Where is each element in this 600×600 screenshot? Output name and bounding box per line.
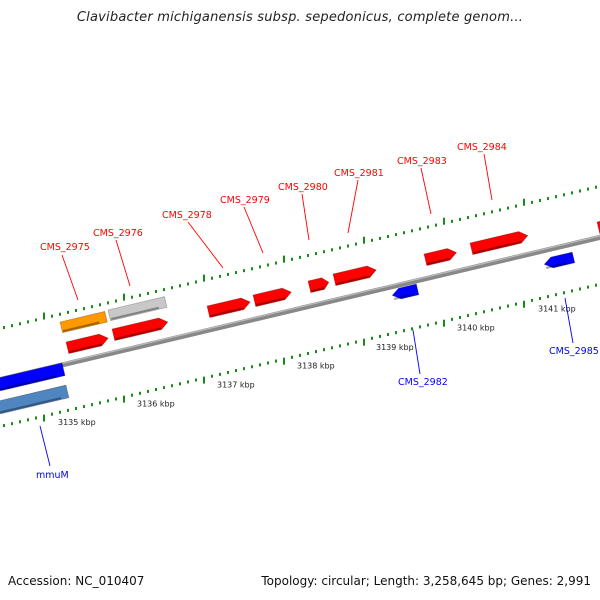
- reverse-gene-arrow-shade: [0, 375, 58, 392]
- forward-gene-arrow-body: [470, 231, 528, 255]
- ruler-label: 3141 kbp: [538, 304, 576, 313]
- forward-gene-arrow: [469, 231, 529, 256]
- forward-gene-leader: [61, 254, 79, 301]
- label-layer: 3135 kbp 3136 kbp 3137 kbp 3138 kbp 3139 kbp…: [36, 142, 599, 481]
- forward-gene-leader: [347, 179, 359, 234]
- forward-gene-arrow-body: [207, 297, 251, 318]
- backbone-layer: [0, 234, 600, 383]
- forward-gene-label: CMS_2981: [334, 168, 384, 179]
- tick-layer: [3, 185, 597, 428]
- forward-gene-label: CMS_2976: [93, 228, 143, 239]
- forward-gene-leader: [243, 206, 264, 254]
- forward-gene-label: CMS_2975: [40, 242, 90, 253]
- ruler-label: 3135 kbp: [58, 418, 96, 427]
- forward-gene-arrow-edge: [469, 231, 529, 256]
- ruler-label: 3137 kbp: [217, 381, 255, 390]
- forward-gene-arrow: [206, 297, 251, 319]
- reverse-gene-label: mmuM: [36, 470, 69, 481]
- forward-gene-arrow-shade: [115, 327, 162, 340]
- reverse-gene-arrow: [543, 251, 576, 269]
- forward-gene-leader: [187, 221, 224, 269]
- orange-feature-shade: [62, 321, 100, 332]
- reverse-gene-leader: [564, 297, 574, 344]
- topology-summary: Topology: circular; Length: 3,258,645 bp…: [261, 574, 591, 588]
- forward-gene-arrow-body: [253, 288, 292, 307]
- forward-gene-arrow-edge: [423, 248, 458, 267]
- ruler-label: 3138 kbp: [297, 362, 335, 371]
- forward-gene-arrow: [65, 333, 109, 355]
- forward-gene-arrow-shade: [210, 307, 244, 317]
- steel-feature-arrow-body: [0, 385, 69, 414]
- forward-gene-arrow: [111, 317, 169, 342]
- grey-feature-shade: [110, 306, 160, 320]
- forward-gene-arrow-edge: [65, 333, 109, 355]
- forward-gene-label: CMS_2979: [220, 195, 270, 206]
- forward-gene-arrow: [332, 265, 377, 287]
- forward-gene-arrow: [252, 287, 293, 308]
- forward-gene-arrow-body: [333, 265, 377, 286]
- forward-gene-label: CMS_2980: [278, 182, 328, 193]
- forward-gene-arrow-body: [308, 277, 329, 293]
- feature-layer: [0, 219, 600, 415]
- reverse-gene-leader: [39, 425, 51, 467]
- grey-feature-body: [108, 296, 167, 321]
- reverse-gene-arrow-edge: [391, 283, 420, 300]
- forward-gene-arrow-shade: [427, 257, 451, 265]
- reverse-gene-arrow-body: [544, 252, 575, 268]
- reverse-gene-label: CMS_2985: [549, 346, 599, 357]
- backbone-line: [0, 234, 600, 383]
- reverse-gene-arrow-body: [0, 362, 66, 391]
- forward-gene-leader: [115, 239, 131, 287]
- forward-gene-arrow-shade: [336, 275, 370, 285]
- forward-gene-leader: [420, 167, 432, 215]
- forward-gene-arrow-edge: [307, 277, 330, 294]
- reverse-gene-arrow-edge: [0, 362, 66, 392]
- genome-title: Clavibacter michiganensis subsp. sepedon…: [76, 10, 524, 25]
- forward-gene-arrow-edge: [596, 219, 600, 235]
- orange-feature-body: [60, 311, 108, 333]
- forward-gene-label: CMS_2983: [397, 156, 447, 167]
- forward-gene-arrow-shade: [256, 297, 285, 306]
- orange-feature: [59, 310, 108, 334]
- forward-gene-arrow-body: [112, 317, 168, 341]
- accession-text: Accession: NC_010407: [8, 574, 145, 588]
- reverse-gene-arrow-body: [392, 284, 419, 299]
- forward-gene-arrow-edge: [332, 265, 377, 287]
- reverse-gene-label: CMS_2982: [398, 377, 448, 388]
- reverse-gene-leader: [412, 329, 421, 375]
- forward-gene-arrow: [423, 248, 458, 267]
- backbone-highlight: [0, 235, 600, 379]
- grey-feature: [107, 296, 168, 322]
- reverse-gene-arrow-shade: [393, 294, 412, 300]
- forward-gene-arrow-edge: [252, 287, 293, 308]
- forward-gene-arrow-shade: [69, 343, 102, 353]
- forward-gene-arrow-body: [66, 334, 109, 354]
- reverse-gene-arrow-edge: [543, 251, 576, 269]
- forward-gene-arrow-edge: [206, 297, 251, 319]
- reverse-gene-arrow: [391, 283, 420, 300]
- grey-feature-edge: [107, 296, 168, 322]
- orange-feature-edge: [59, 310, 108, 334]
- ruler-label: 3140 kbp: [457, 324, 495, 333]
- forward-gene-leader: [483, 153, 493, 201]
- steel-feature-arrow-shade: [0, 397, 61, 415]
- ruler-label: 3139 kbp: [376, 343, 414, 352]
- reverse-gene-arrow: [0, 362, 66, 392]
- reverse-gene-arrow-shade: [545, 262, 567, 269]
- forward-gene-label: CMS_2978: [162, 210, 212, 221]
- forward-gene-label: CMS_2984: [457, 142, 507, 153]
- steel-feature-arrow: [0, 384, 70, 415]
- forward-gene-arrow-shade: [311, 287, 325, 292]
- forward-gene-leader: [301, 193, 310, 241]
- forward-gene-arrow-body: [424, 248, 457, 266]
- steel-feature-arrow-edge: [0, 384, 70, 415]
- ruler-label: 3136 kbp: [137, 400, 175, 409]
- forward-gene-arrow: [307, 277, 330, 294]
- forward-gene-arrow-edge: [111, 317, 169, 342]
- forward-gene-arrow-shade: [473, 240, 522, 254]
